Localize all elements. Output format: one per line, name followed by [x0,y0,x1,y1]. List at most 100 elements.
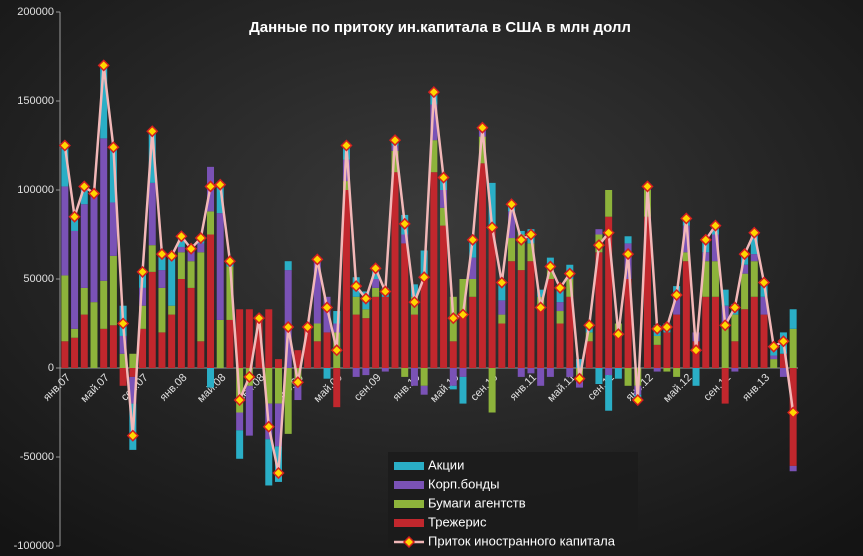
bar [517,234,525,271]
bar [100,328,108,368]
bar [71,230,79,329]
bar [459,314,467,368]
line-marker [175,230,188,243]
bar [158,287,166,333]
bar [711,234,719,262]
bar [440,225,448,368]
bar [585,332,593,342]
line-marker [78,180,91,193]
line-marker [738,248,751,261]
line-marker [602,226,615,239]
bar [537,305,545,368]
bar [158,254,166,271]
bar [381,296,389,368]
line-marker [767,340,780,353]
bar [449,341,457,368]
bar [731,341,739,368]
bar [430,140,438,173]
bar [673,368,681,377]
bar [711,296,719,368]
line-marker [243,370,256,383]
bar [187,287,195,368]
bar [323,296,331,333]
bar [546,270,554,279]
bar [148,271,156,368]
bar [410,368,418,386]
bar [605,368,613,376]
bar [401,234,409,244]
bar [605,190,613,217]
bar [527,261,535,368]
bar [313,323,321,342]
bar [770,359,778,368]
bar [663,368,671,372]
line-marker [58,139,71,152]
bar [236,309,244,368]
bar [401,243,409,368]
line-marker [554,281,567,294]
bar [605,216,613,368]
bar [158,270,166,288]
bar [527,243,535,262]
line-marker [136,265,149,278]
bar [168,314,176,368]
bar [61,145,69,187]
bar [682,261,690,368]
bar [537,368,545,386]
bar [313,341,321,368]
line-marker [253,312,266,325]
bar [566,368,574,377]
bar [653,344,661,368]
bar [576,359,584,368]
bar [71,216,79,231]
line-marker [68,210,81,223]
bar [245,385,253,436]
bar [440,190,448,208]
line-marker [117,317,130,330]
line-marker [388,134,402,147]
bar [546,279,554,368]
line-marker [719,319,732,332]
line-marker [456,308,470,321]
bar [546,368,554,377]
y-tick-label: -100000 [14,540,54,552]
bar [789,328,797,368]
line-marker [466,233,479,246]
legend-swatch [394,462,424,470]
line-marker [651,322,664,335]
y-tick-label: 0 [48,362,54,374]
bar [624,368,632,386]
line-marker [359,292,372,305]
bar [139,287,147,306]
bar [129,376,137,404]
bar [381,368,389,372]
bar [702,296,710,368]
bar [168,255,176,306]
line-marker [233,393,246,407]
bar [789,465,797,472]
line-marker [155,248,169,261]
bar [80,186,88,205]
line-marker [544,260,557,273]
bar [595,252,603,368]
bar [770,355,778,360]
bar [342,190,350,368]
line-marker [486,221,499,234]
bar [537,289,545,297]
bar [508,238,516,262]
line-marker [777,335,790,348]
bar [420,385,428,395]
bar [207,234,215,368]
line-marker [660,320,673,334]
bar [245,309,253,368]
bar [284,368,292,434]
bar [488,225,496,368]
line-marker [214,178,227,191]
bar [401,368,409,377]
bar [177,246,185,253]
bar [430,172,438,368]
bar [304,327,312,368]
legend-label: Приток иностранного капитала [428,533,616,548]
bar [459,376,467,404]
line-marker [447,312,460,325]
